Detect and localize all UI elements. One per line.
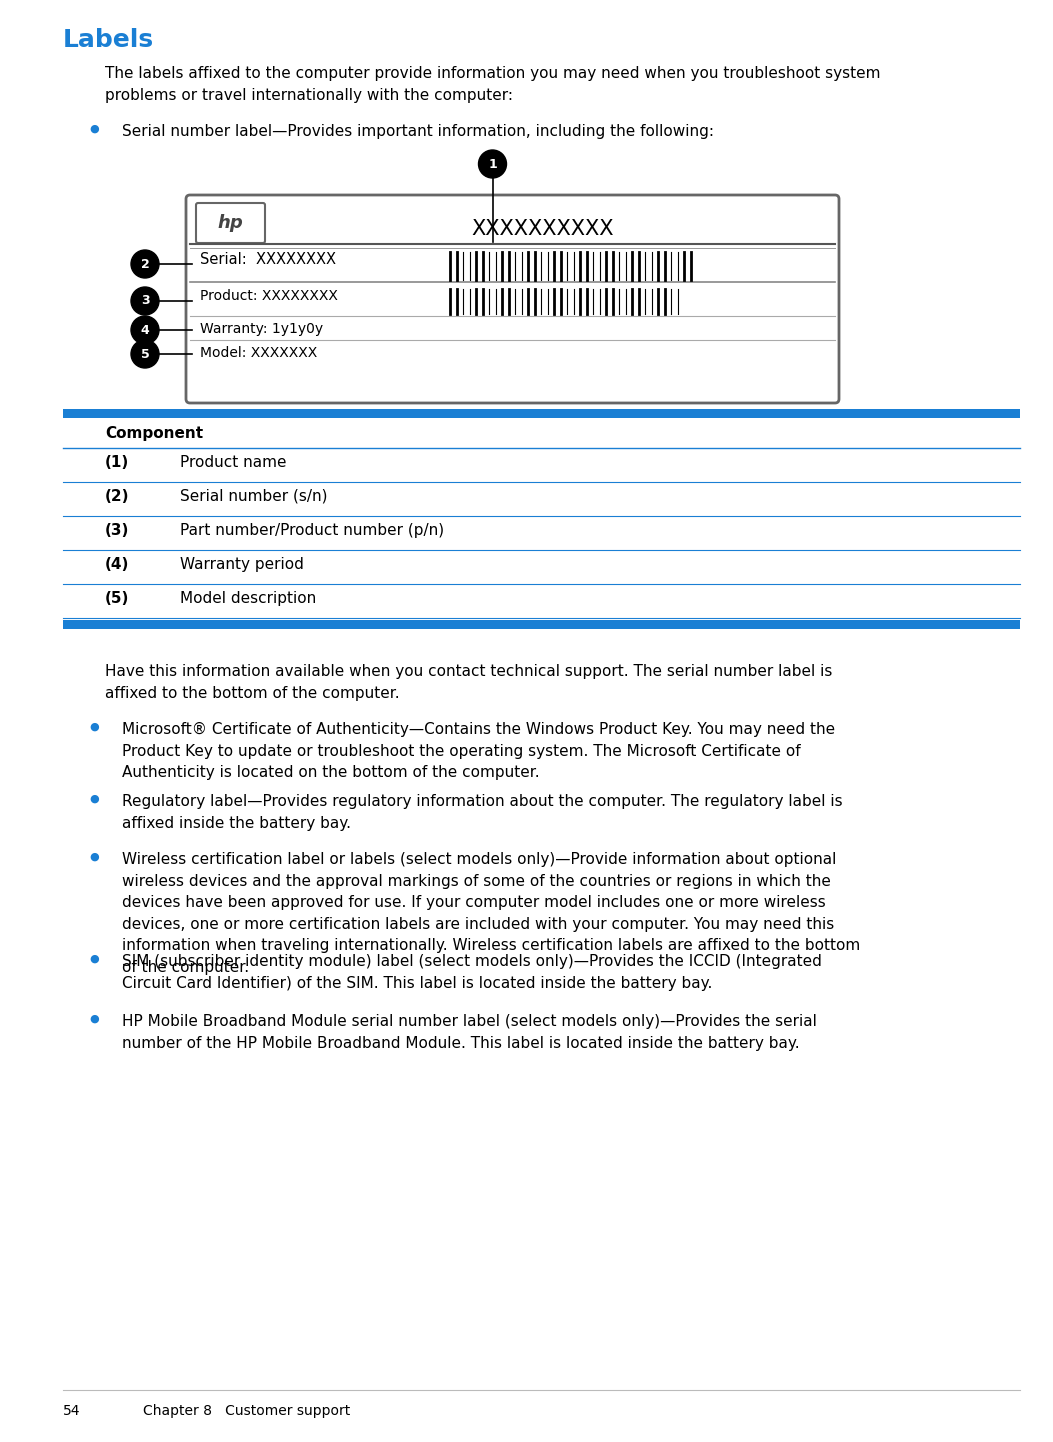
Text: Model description: Model description <box>180 591 316 606</box>
Circle shape <box>478 150 506 177</box>
Circle shape <box>131 316 159 345</box>
Text: ●: ● <box>90 1014 99 1024</box>
Text: Product name: Product name <box>180 454 286 470</box>
Text: Part number/Product number (p/n): Part number/Product number (p/n) <box>180 522 444 538</box>
Circle shape <box>131 340 159 368</box>
Text: XXXXXXXXXX: XXXXXXXXXX <box>472 219 614 239</box>
Text: Labels: Labels <box>63 27 154 52</box>
Text: ●: ● <box>90 124 99 134</box>
Text: ●: ● <box>90 955 99 965</box>
Text: Serial number (s/n): Serial number (s/n) <box>180 489 327 503</box>
Bar <box>63 620 1020 629</box>
Text: 4: 4 <box>141 323 150 336</box>
Circle shape <box>131 249 159 278</box>
Text: Warranty: 1y1y0y: Warranty: 1y1y0y <box>200 322 323 336</box>
Text: ●: ● <box>90 722 99 733</box>
Text: Serial number label—Provides important information, including the following:: Serial number label—Provides important i… <box>122 124 714 138</box>
Text: Regulatory label—Provides regulatory information about the computer. The regulat: Regulatory label—Provides regulatory inf… <box>122 795 842 831</box>
Circle shape <box>131 287 159 314</box>
Text: (2): (2) <box>105 489 130 503</box>
Text: Have this information available when you contact technical support. The serial n: Have this information available when you… <box>105 663 832 701</box>
Text: (3): (3) <box>105 522 130 538</box>
Text: 3: 3 <box>141 294 150 307</box>
Text: SIM (subscriber identity module) label (select models only)—Provides the ICCID (: SIM (subscriber identity module) label (… <box>122 955 822 991</box>
Text: HP Mobile Broadband Module serial number label (select models only)—Provides the: HP Mobile Broadband Module serial number… <box>122 1014 817 1051</box>
FancyBboxPatch shape <box>186 195 839 402</box>
Text: (1): (1) <box>105 454 130 470</box>
Text: Microsoft® Certificate of Authenticity—Contains the Windows Product Key. You may: Microsoft® Certificate of Authenticity—C… <box>122 722 835 780</box>
Text: hp: hp <box>218 213 243 232</box>
Text: Chapter 8   Customer support: Chapter 8 Customer support <box>143 1405 351 1417</box>
Text: 54: 54 <box>63 1405 80 1417</box>
Text: (4): (4) <box>105 557 130 571</box>
Text: Warranty period: Warranty period <box>180 557 304 571</box>
Text: Component: Component <box>105 425 203 441</box>
Text: Model: XXXXXXX: Model: XXXXXXX <box>200 346 317 360</box>
Text: ●: ● <box>90 795 99 805</box>
Text: (5): (5) <box>105 591 130 606</box>
Text: 5: 5 <box>141 348 150 360</box>
Text: ●: ● <box>90 852 99 862</box>
Text: 2: 2 <box>141 258 150 271</box>
Text: Product: XXXXXXXX: Product: XXXXXXXX <box>200 288 338 303</box>
Text: 1: 1 <box>489 157 497 170</box>
Text: Serial:  XXXXXXXX: Serial: XXXXXXXX <box>200 252 336 267</box>
Text: Wireless certification label or labels (select models only)—Provide information : Wireless certification label or labels (… <box>122 852 860 975</box>
Bar <box>63 410 1020 418</box>
Text: The labels affixed to the computer provide information you may need when you tro: The labels affixed to the computer provi… <box>105 66 880 102</box>
FancyBboxPatch shape <box>196 203 265 244</box>
